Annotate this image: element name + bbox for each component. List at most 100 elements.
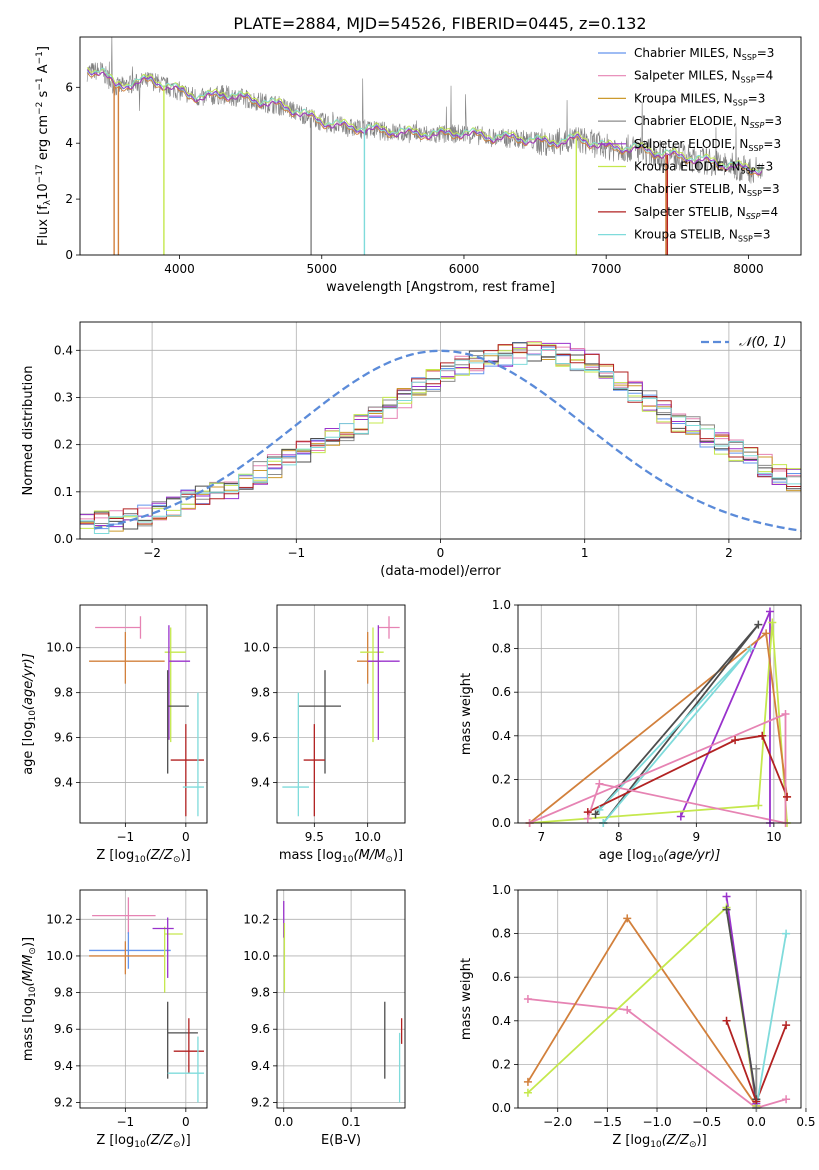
chart-spectrum: 4000 5000 6000 7000 8000 0 2 4 6 wavelength [Angs… [35, 36, 802, 295]
model-spectrum-salpeter_elodie [86, 69, 763, 175]
legend-name: Salpeter MILES, N [634, 69, 741, 83]
x-tick-label: 8000 [733, 262, 764, 276]
x-tick-label: 0.0 [274, 1115, 293, 1129]
plot-area [89, 897, 204, 1103]
legend-name: Chabrier STELIB, N [634, 182, 747, 196]
weight-line-salpeter_stelib [587, 734, 788, 813]
x-tick-label: 6000 [449, 262, 480, 276]
x-axis-label: E(B-V) [321, 1133, 361, 1148]
y-tick-label: 9.4 [251, 1059, 270, 1073]
chart-weight_vs_Z: −2.0 −1.5 −1.0 −0.5 0.0 0.5 0.0 0.2 0.4 0.6 0.8 1.0… [459, 883, 816, 1150]
y-tick-label: 10.0 [243, 949, 270, 963]
legend-sub: SSP [742, 53, 757, 62]
label-part: ⊙ [173, 1140, 181, 1150]
weight-line-salpeter_elodie [679, 611, 771, 823]
x-tick-label: 0.0 [747, 1115, 766, 1129]
legend-count: =4 [756, 69, 774, 83]
weight-marker-kroupa_elodie [768, 618, 777, 627]
y-tick-label: 9.6 [251, 1022, 270, 1036]
x-tick-label: 4000 [164, 262, 195, 276]
weight-line-salpeter_miles [529, 712, 787, 823]
y-tick-label: 9.8 [251, 986, 270, 1000]
label-part: )] [21, 937, 36, 947]
y-axis-label: Flux [fλ10−17 erg cm−2 s−1 A−1] [35, 46, 53, 246]
y-tick-label: 9.8 [54, 686, 73, 700]
x-tick-label: 1 [581, 546, 589, 560]
legend-sub: SSP [746, 212, 761, 221]
legend-label-salpeter_miles: Salpeter MILES, NSSP=4 [634, 69, 773, 85]
weight-marker-salpeter_miles [595, 779, 604, 788]
label-part: erg cm [36, 115, 51, 164]
label-part: (Z/Z [146, 848, 174, 863]
label-part: 10 [28, 986, 38, 998]
plot-area [86, 37, 763, 255]
weight-marker-kroupa_elodie [754, 801, 763, 810]
label-part: 10 [134, 855, 146, 865]
label-part: A [36, 64, 51, 77]
y-tick-label: 4 [65, 136, 73, 150]
weight-marker-salpeter_elodie [765, 607, 774, 616]
legend-name: Kroupa STELIB, N [634, 228, 738, 242]
y-tick-label: 0.0 [54, 532, 73, 546]
x-tick-label: 0 [182, 1115, 190, 1129]
x-tick-label: 0 [437, 546, 445, 560]
y-tick-label: 0.2 [492, 772, 511, 786]
weight-marker-chabrier_stelib [754, 620, 763, 629]
label-part: (age/yr)] [21, 653, 36, 710]
weight-marker-kroupa_stelib [746, 644, 755, 653]
y-tick-label: 10.0 [243, 641, 270, 655]
x-tick-label: 10.0 [354, 830, 381, 844]
axes-frame [79, 604, 208, 824]
weight-marker-salpeter_elodie [722, 892, 731, 901]
legend-sub: SSP [733, 98, 748, 107]
legend-count: =3 [762, 182, 780, 196]
y-tick-label: 0.6 [492, 685, 511, 699]
y-axis-label: Normed distribution [21, 366, 36, 496]
y-tick-label: 9.4 [54, 1059, 73, 1073]
y-tick-label: 0.8 [492, 642, 511, 656]
legend-name: Kroupa ELODIE, N [634, 160, 741, 174]
weight-marker-salpeter_stelib [783, 792, 792, 801]
histogram-kroupa_stelib [80, 349, 801, 534]
label-part: ] [36, 46, 51, 51]
weight-line-kroupa_stelib [755, 933, 787, 1108]
legend-label-kroupa_miles: Kroupa MILES, NSSP=3 [634, 91, 765, 107]
legend-sub: SSP [738, 235, 753, 244]
x-tick-label: −1 [117, 830, 135, 844]
y-tick-label: 0.0 [492, 1101, 511, 1115]
x-tick-label: 0 [182, 830, 190, 844]
label-part: (M/M [354, 848, 386, 863]
legend-label-salpeter_elodie: Salpeter ELODIE, NSSP=3 [634, 137, 781, 153]
legend-sub: SSP [747, 189, 762, 198]
figure-title: PLATE=2884, MJD=54526, FIBERID=0445, z=0… [233, 14, 646, 33]
weight-line-chabrier_stelib [725, 909, 758, 1100]
y-tick-label: 9.4 [251, 776, 270, 790]
model-spectrum-kroupa_stelib [86, 67, 763, 174]
y-tick-label: 0.6 [492, 970, 511, 984]
y-tick-label: 2 [65, 192, 73, 206]
legend-count: =3 [753, 228, 771, 242]
y-tick-label: 10.2 [46, 912, 73, 926]
y-tick-label: 9.2 [251, 1096, 270, 1110]
legend-label-kroupa_elodie: Kroupa ELODIE, NSSP=3 [634, 160, 773, 176]
y-tick-label: 9.6 [251, 731, 270, 745]
x-tick-label: −1.5 [593, 1115, 622, 1129]
x-tick-label: −0.5 [692, 1115, 721, 1129]
weight-marker-orange_model [523, 1077, 532, 1086]
y-tick-label: 9.8 [54, 986, 73, 1000]
label-part: )] [393, 848, 403, 863]
label-part: s [36, 90, 51, 101]
label-part: (M/M [21, 955, 36, 987]
label-part: −1 [35, 51, 45, 64]
y-tick-label: 0.2 [492, 1057, 511, 1071]
label-part: mass [log [279, 848, 342, 863]
axes-frame [276, 604, 406, 824]
y-tick-label: 0.1 [54, 485, 73, 499]
legend-count: =4 [760, 205, 778, 219]
legend-name: Salpeter ELODIE, N [634, 137, 748, 151]
label-part: (Z/Z [146, 1133, 174, 1148]
weight-marker-salpeter_stelib [782, 1021, 791, 1030]
weight-marker-salpeter_miles [623, 1005, 632, 1014]
y-tick-label: 0.2 [54, 438, 73, 452]
